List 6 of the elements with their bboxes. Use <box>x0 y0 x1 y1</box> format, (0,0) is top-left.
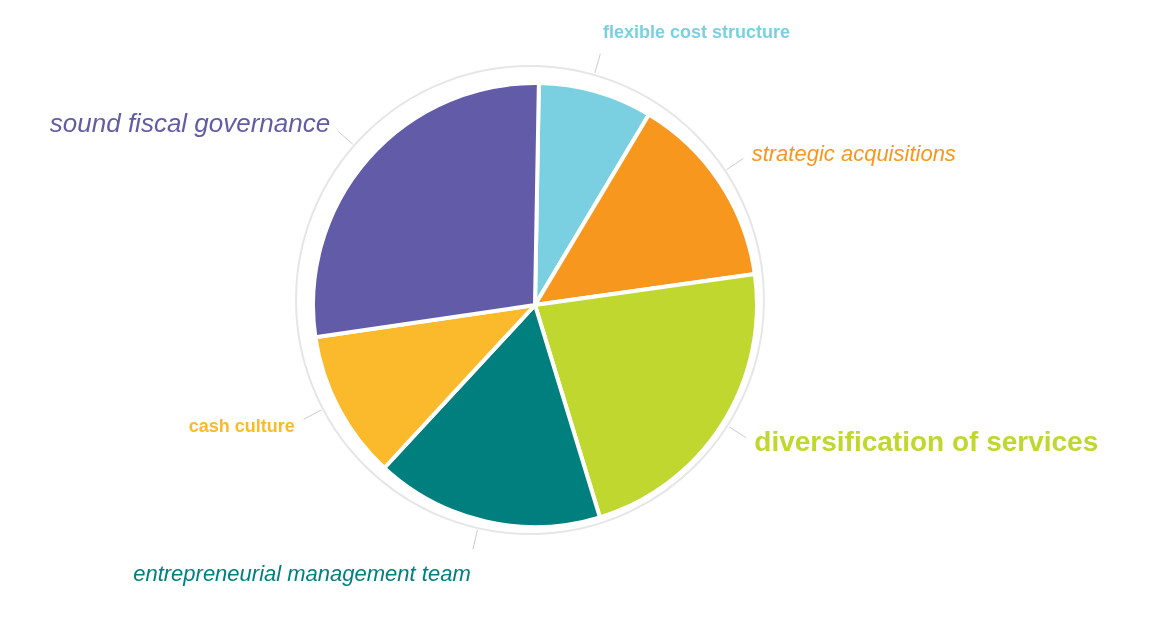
slice-label: diversification of services <box>754 425 1099 457</box>
slice-label: cash culture <box>188 416 295 437</box>
slice-label: flexible cost structure <box>603 22 791 43</box>
slice-label: entrepreneurial management team <box>133 561 471 587</box>
slice-label: strategic acquisitions <box>751 140 956 166</box>
slice-label: sound fiscal governance <box>49 108 331 139</box>
